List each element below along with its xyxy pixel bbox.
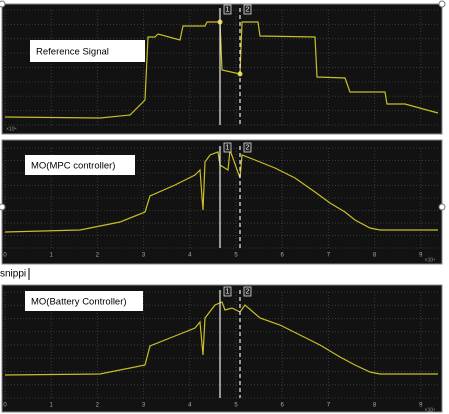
panel: 1 2 MO(MPC controller) ×10⁴ 0 1 2 3 4 5 6 7 8 9 (1, 139, 443, 265)
panel-label: MO(MPC controller) (31, 161, 115, 172)
x-tick-label: 0 (3, 253, 7, 259)
cursor-label: 2 (246, 288, 250, 295)
panel-label: MO(Battery Controller) (31, 297, 127, 308)
cursor-tag (223, 142, 232, 153)
label-box (30, 40, 145, 62)
cursor-tag (223, 286, 232, 297)
cursor-label: 1 (226, 6, 230, 13)
resize-handle[interactable] (0, 0, 6, 8)
x-tick-label: 6 (281, 253, 285, 259)
resize-handle[interactable] (438, 203, 446, 211)
x-tick-label: 2 (96, 253, 100, 259)
cursor-label: 1 (226, 288, 230, 295)
label-box (25, 291, 143, 311)
axis-exponent: ×10⁴ (425, 407, 436, 413)
snippet-text: snippi (0, 269, 26, 280)
panel: 1 2 MO(Battery Controller) ×10⁴ 0 1 2 3 4 5 6 7 8 9 (1, 284, 443, 413)
x-tick-label: 5 (234, 253, 238, 259)
x-tick-label: 4 (188, 253, 192, 259)
cursor-tag (243, 142, 252, 153)
cursor-label: 2 (246, 144, 250, 151)
trace (4, 301, 438, 376)
x-tick-label: 7 (327, 253, 331, 259)
x-tick-label: 7 (327, 403, 331, 409)
x-tick-label: 5 (234, 403, 238, 409)
cursor-tag (243, 4, 252, 15)
x-tick-label: 6 (281, 403, 285, 409)
x-tick-label: 3 (142, 253, 146, 259)
x-tick-label: 2 (96, 403, 100, 409)
resize-handle[interactable] (0, 203, 6, 211)
trace (4, 21, 439, 119)
label-box (25, 155, 135, 175)
x-tick-label: 9 (419, 403, 423, 409)
cursor-tag (243, 286, 252, 297)
trace (4, 149, 438, 233)
cursor-label: 1 (226, 144, 230, 151)
resize-handle[interactable] (438, 0, 446, 8)
x-tick-label: 0 (3, 403, 7, 409)
x-tick-label: 4 (188, 403, 192, 409)
cursor-tag (223, 4, 232, 15)
cursor-label: 2 (246, 6, 250, 13)
x-tick-label: 8 (373, 403, 377, 409)
axis-exponent: ×10⁴ (425, 257, 436, 263)
x-tick-label: 1 (50, 253, 54, 259)
x-tick-label: 3 (142, 403, 146, 409)
panel: 1 2 Reference Signal ×10⁴ (1, 3, 443, 135)
x-tick-label: 1 (50, 403, 54, 409)
panel-label: Reference Signal (36, 47, 109, 58)
axis-exponent: ×10⁴ (6, 126, 17, 132)
x-tick-label: 8 (373, 253, 377, 259)
x-tick-label: 9 (419, 253, 423, 259)
